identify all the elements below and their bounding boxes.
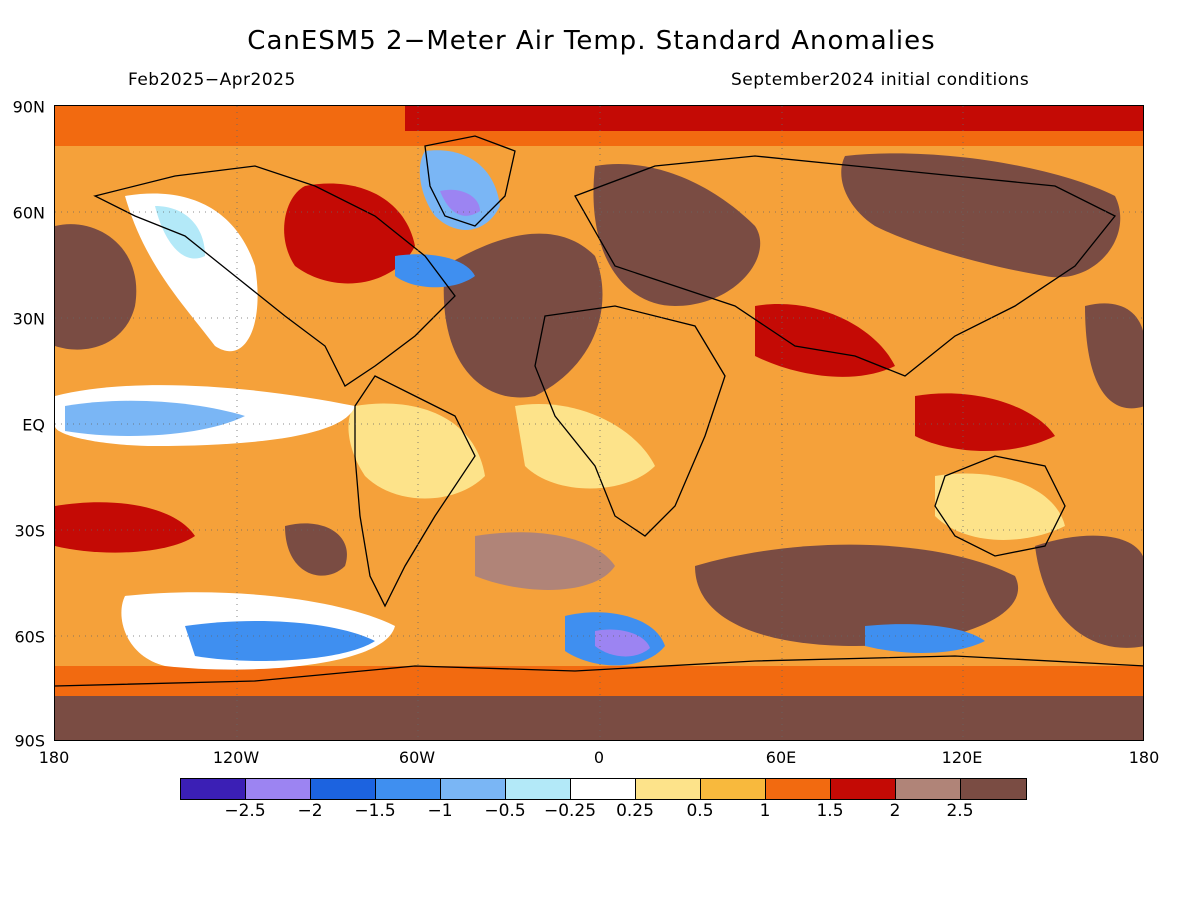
weddell-cold — [595, 629, 650, 657]
colorbar-label-3: −1.5 — [354, 801, 396, 821]
alaska-neutral — [125, 193, 258, 352]
south-america-outline — [354, 375, 476, 608]
initial-conditions: September2024 initial conditions — [731, 70, 1030, 90]
lon-label-180w: 180 — [38, 748, 70, 767]
north-america-outline — [93, 165, 456, 387]
south-atlantic-anomaly — [475, 532, 615, 590]
south-america-mild — [348, 403, 485, 499]
northeast-us-cool — [395, 254, 475, 288]
australia-mild — [935, 473, 1065, 540]
colorbar-swatch-13 — [961, 779, 1026, 799]
colorbar-label-4: −1 — [427, 801, 453, 821]
colorbar-label-1: −2.5 — [224, 801, 266, 821]
lat-label-30n: 30N — [12, 309, 45, 329]
equatorial-pacific-cool — [65, 400, 245, 436]
lon-label-120e: 120E — [941, 748, 983, 767]
colorbar-swatch-2 — [246, 779, 311, 799]
colorbar-label-6: −0.25 — [543, 801, 597, 821]
antarctica-outline — [55, 655, 1143, 687]
grid-lines — [55, 106, 1143, 740]
map-title: CanESM5 2−Meter Air Temp. Standard Anoma… — [247, 26, 936, 56]
colorbar-swatch-1 — [181, 779, 246, 799]
colorbar-label-2: −2 — [297, 801, 323, 821]
forecast-period: Feb2025−Apr2025 — [128, 70, 296, 90]
lon-label-60w: 60W — [398, 748, 436, 767]
south-pacific-warm — [55, 502, 195, 553]
lon-label-180e: 180 — [1128, 748, 1160, 767]
canada-warm — [284, 183, 415, 284]
indian-southern-cool — [865, 624, 985, 653]
colorbar-label-11: 2 — [889, 801, 901, 821]
lat-label-90n: 90N — [12, 97, 45, 117]
lat-label-60n: 60N — [12, 203, 45, 223]
greenland-outline — [424, 135, 516, 227]
arctic-red-band — [405, 106, 1143, 131]
colorbar-swatch-4 — [376, 779, 441, 799]
colorbar-swatch-10 — [766, 779, 831, 799]
colorbar-swatch-7 — [571, 779, 636, 799]
siberia-anomaly — [841, 153, 1121, 278]
colorbar-swatch-11 — [831, 779, 896, 799]
south-pacific-anomaly — [285, 523, 347, 576]
lon-label-120w: 120W — [212, 748, 260, 767]
lat-label-90s: 90S — [14, 731, 45, 751]
colorbar-swatch-6 — [506, 779, 571, 799]
north-atlantic-anomaly — [443, 233, 603, 398]
southern-pacific-cool — [185, 621, 375, 661]
africa-mild — [515, 404, 655, 489]
lon-label-60e: 60E — [765, 748, 797, 767]
lon-label-0: 0 — [593, 748, 605, 767]
anomaly-map — [54, 105, 1144, 741]
eurasia-outline — [574, 155, 1117, 377]
colorbar-label-9: 1 — [759, 801, 771, 821]
colorbar-swatch-3 — [311, 779, 376, 799]
colorbar-swatch-8 — [636, 779, 701, 799]
lat-label-60s: 60S — [14, 627, 45, 647]
colorbar-swatch-12 — [896, 779, 961, 799]
lat-label-30s: 30S — [14, 521, 45, 541]
south-pacific-east-anomaly — [1035, 535, 1143, 648]
maritime-warm — [915, 393, 1055, 451]
colorbar-label-7: 0.25 — [616, 801, 654, 821]
colorbar-label-10: 1.5 — [816, 801, 844, 821]
southern-indian-anomaly — [695, 544, 1019, 646]
antarctic-band — [55, 696, 1143, 740]
colorbar-label-12: 2.5 — [946, 801, 974, 821]
colorbar — [180, 778, 1027, 800]
colorbar-swatch-9 — [701, 779, 766, 799]
west-pacific-anomaly — [1085, 303, 1143, 409]
coastlines — [55, 135, 1143, 687]
colorbar-label-5: −0.5 — [484, 801, 526, 821]
greenland-cold — [440, 189, 480, 216]
lat-label-eq: EQ — [22, 415, 45, 435]
colorbar-label-8: 0.5 — [686, 801, 714, 821]
australia-outline — [934, 455, 1066, 557]
alaska-cool — [155, 206, 205, 259]
colorbar-swatch-5 — [441, 779, 506, 799]
africa-outline — [534, 305, 726, 537]
eurasia-anomaly — [593, 164, 761, 306]
